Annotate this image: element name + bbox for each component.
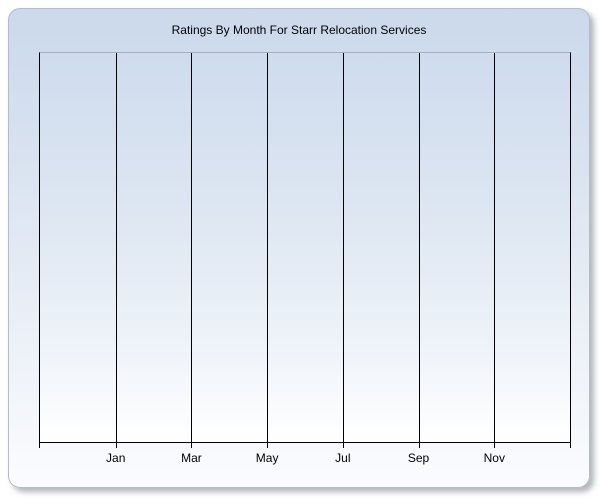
vertical-gridline (191, 53, 193, 442)
x-axis-tick (418, 442, 420, 448)
x-axis-label: Mar (181, 451, 202, 465)
vertical-gridline (494, 53, 496, 442)
x-axis-tick (570, 442, 571, 448)
x-axis-tick (267, 442, 269, 448)
vertical-gridline (418, 53, 420, 442)
x-axis-label: Jan (106, 451, 126, 465)
vertical-gridline (267, 53, 269, 442)
x-axis-tick (191, 442, 193, 448)
x-axis-tick (115, 442, 117, 448)
vertical-gridline (115, 53, 117, 442)
x-axis-label: Jul (335, 451, 351, 465)
x-axis-tick (494, 442, 496, 448)
vertical-gridline (342, 53, 344, 442)
chart-card: Ratings By Month For Starr Relocation Se… (8, 8, 590, 488)
x-axis-label: Sep (407, 451, 430, 465)
x-axis-tick (39, 442, 40, 448)
x-axis-label: May (255, 451, 279, 465)
plot-area: Jan Mar May Jul Sep Nov (39, 52, 571, 465)
chart-title: Ratings By Month For Starr Relocation Se… (171, 23, 427, 37)
x-axis-label: Nov (483, 451, 505, 465)
x-axis-tick (342, 442, 344, 448)
